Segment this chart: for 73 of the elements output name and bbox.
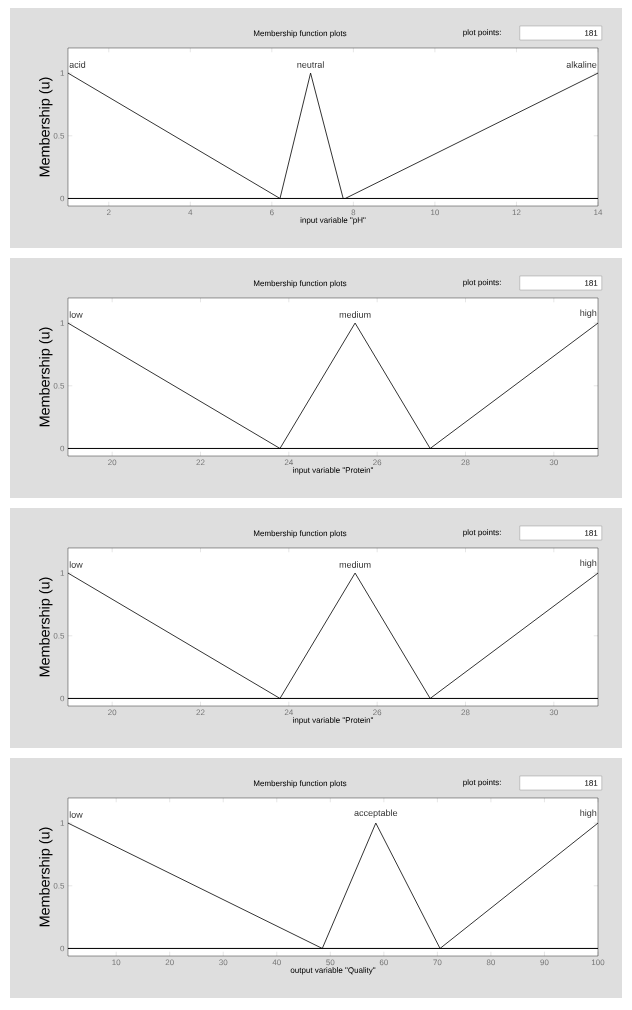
chart-title: Membership function plots <box>253 780 347 788</box>
x-tick-label: 20 <box>165 959 174 966</box>
text: plot points: <box>463 279 501 287</box>
series-label: neutral <box>297 61 324 68</box>
x-tick-label: 30 <box>549 709 558 716</box>
x-tick-label: 22 <box>196 709 205 716</box>
text: 181 <box>585 530 598 536</box>
y-axis-title: Membership (u) <box>39 827 53 927</box>
x-tick-label: 4 <box>188 209 193 216</box>
x-tick-label: 80 <box>486 959 496 966</box>
text: plot points: <box>463 529 501 537</box>
chart-title: Membership function plots <box>253 530 347 538</box>
x-tick-label: 26 <box>373 459 382 466</box>
x-tick-label: 40 <box>272 959 281 966</box>
x-tick-label: 28 <box>461 459 470 466</box>
series-label: medium <box>339 311 371 318</box>
x-tick-label: 50 <box>326 959 335 966</box>
y-tick-label: 0.5 <box>53 882 65 889</box>
x-tick-label: 12 <box>512 209 521 216</box>
x-tick-label: 30 <box>219 959 228 966</box>
y-tick-label: 1 <box>60 570 65 576</box>
text: plot points: <box>463 29 501 37</box>
x-tick-label: 10 <box>431 209 440 216</box>
y-tick-label: 0 <box>60 195 65 202</box>
x-axis-title: input variable "pH" <box>300 217 366 225</box>
x-tick-label: 90 <box>540 959 549 966</box>
series-label: high <box>580 809 597 818</box>
x-tick-label: 24 <box>284 459 294 466</box>
x-tick-label: 8 <box>351 209 356 216</box>
x-axis-title: input variable "Protein" <box>293 717 374 725</box>
y-tick-label: 1 <box>60 70 65 76</box>
y-axis-title: Membership (u) <box>39 577 53 677</box>
y-tick-label: 0 <box>60 445 65 452</box>
y-axis-title: Membership (u) <box>39 77 53 177</box>
text: 181 <box>585 780 598 786</box>
series-label: alkaline <box>566 61 597 68</box>
x-tick-label: 14 <box>594 209 603 216</box>
x-tick-label: 100 <box>591 959 605 966</box>
chart-title: Membership function plots <box>253 280 347 288</box>
series-label: acid <box>69 61 86 68</box>
x-tick-label: 24 <box>284 709 294 716</box>
chart-title: Membership function plots <box>253 30 347 38</box>
x-tick-label: 20 <box>108 459 117 466</box>
text: 181 <box>585 280 598 286</box>
x-tick-label: 26 <box>373 709 382 716</box>
x-tick-label: 6 <box>270 209 274 216</box>
series-label: low <box>69 811 83 818</box>
y-tick-label: 0.5 <box>53 632 65 639</box>
x-tick-label: 70 <box>433 959 442 966</box>
x-tick-label: 22 <box>196 459 205 466</box>
y-tick-label: 0.5 <box>53 382 65 389</box>
series-label: low <box>69 311 83 318</box>
x-tick-label: 30 <box>549 459 558 466</box>
text: 181 <box>585 30 598 36</box>
x-axis-title: output variable "Quality" <box>290 967 376 975</box>
series-label: high <box>580 309 597 318</box>
x-tick-label: 20 <box>108 709 117 716</box>
y-tick-label: 1 <box>60 820 65 826</box>
y-tick-label: 0 <box>60 695 65 702</box>
x-tick-label: 28 <box>461 709 470 716</box>
series-label: acceptable <box>354 809 398 818</box>
y-tick-label: 0.5 <box>53 132 65 139</box>
series-label: medium <box>339 561 371 568</box>
y-tick-label: 1 <box>60 320 65 326</box>
x-tick-label: 60 <box>379 959 388 966</box>
x-axis-title: input variable "Protein" <box>293 467 374 475</box>
x-tick-label: 10 <box>112 959 121 966</box>
series-label: high <box>580 559 597 568</box>
series-label: low <box>69 561 83 568</box>
y-axis-title: Membership (u) <box>39 327 53 427</box>
text: plot points: <box>463 779 501 787</box>
y-tick-label: 0 <box>60 945 65 952</box>
x-tick-label: 2 <box>106 209 111 216</box>
